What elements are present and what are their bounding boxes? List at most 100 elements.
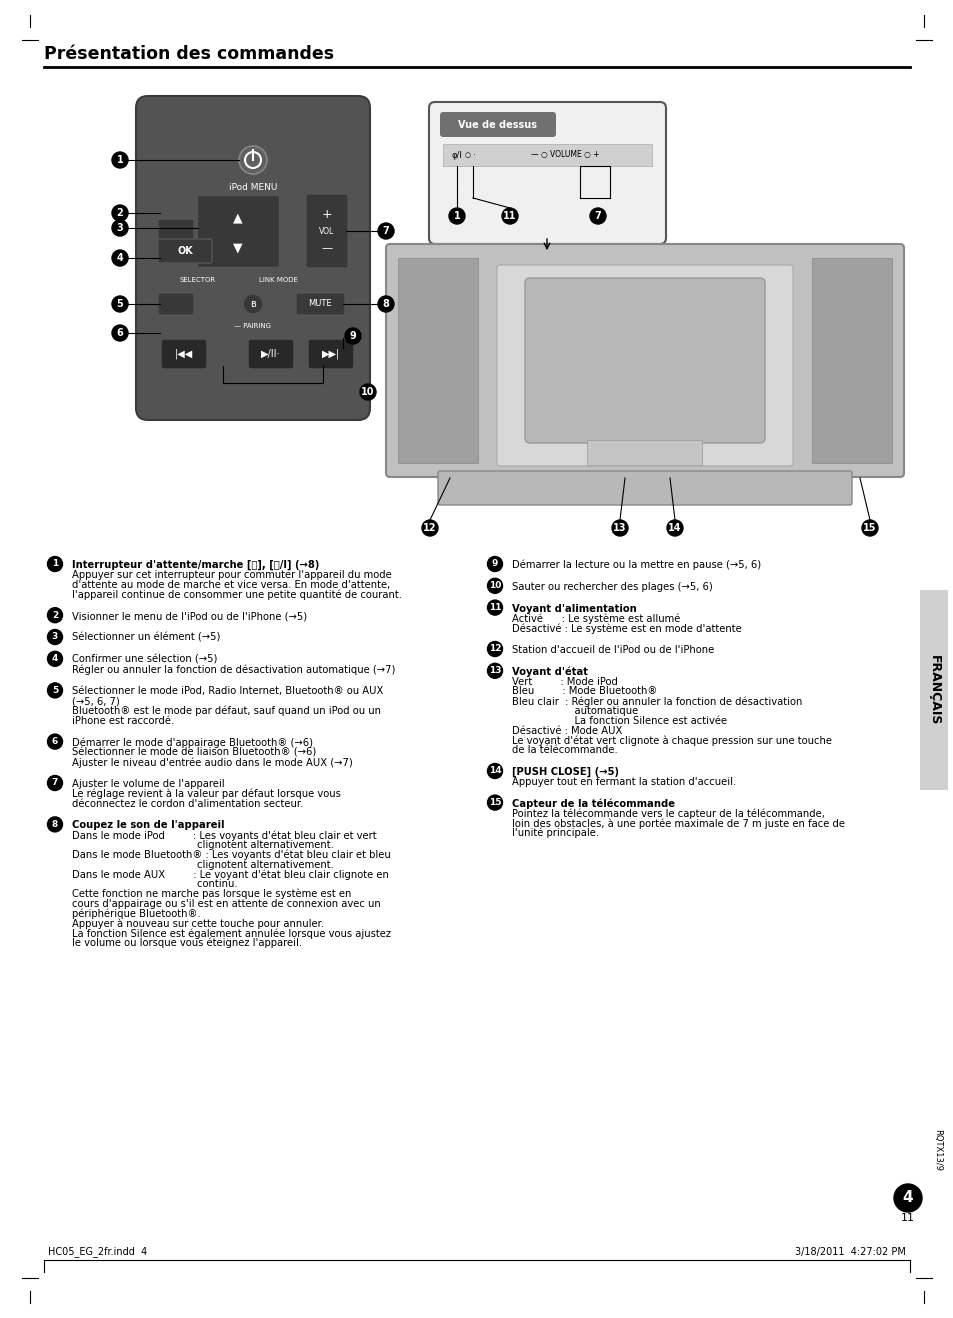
Text: Bleu         : Mode Bluetooth®: Bleu : Mode Bluetooth® [512, 687, 657, 696]
FancyBboxPatch shape [306, 194, 348, 268]
Text: Cette fonction ne marche pas lorsque le système est en: Cette fonction ne marche pas lorsque le … [71, 890, 351, 899]
Text: cours d'appairage ou s'il est en attente de connexion avec un: cours d'appairage ou s'il est en attente… [71, 899, 380, 909]
Text: Confirmer une sélection (→5): Confirmer une sélection (→5) [71, 655, 217, 664]
FancyBboxPatch shape [248, 339, 294, 369]
Text: de la télécommande.: de la télécommande. [512, 745, 618, 755]
Text: Visionner le menu de l'iPod ou de l'iPhone (→5): Visionner le menu de l'iPod ou de l'iPho… [71, 612, 307, 621]
Text: périphérique Bluetooth®.: périphérique Bluetooth®. [71, 908, 200, 919]
Text: Bleu clair  : Régler ou annuler la fonction de désactivation: Bleu clair : Régler ou annuler la foncti… [512, 696, 801, 706]
Text: FRANÇAIS: FRANÇAIS [926, 655, 940, 725]
FancyBboxPatch shape [586, 440, 701, 465]
Text: 10: 10 [488, 581, 500, 590]
Text: 3: 3 [116, 223, 123, 233]
Circle shape [112, 297, 128, 312]
Text: 11: 11 [503, 211, 517, 221]
FancyBboxPatch shape [429, 101, 665, 244]
Text: Sélectionner le mode iPod, Radio Internet, Bluetooth® ou AUX: Sélectionner le mode iPod, Radio Interne… [71, 687, 383, 696]
Text: Station d'accueil de l'iPod ou de l'iPhone: Station d'accueil de l'iPod ou de l'iPho… [512, 645, 714, 655]
Circle shape [112, 250, 128, 266]
Text: l'unité principale.: l'unité principale. [512, 828, 598, 838]
Text: 1: 1 [116, 156, 123, 165]
FancyBboxPatch shape [136, 96, 370, 420]
FancyBboxPatch shape [295, 293, 345, 315]
Text: φ/I: φ/I [451, 150, 462, 159]
Text: 9: 9 [492, 560, 497, 568]
Circle shape [48, 775, 63, 791]
Circle shape [48, 556, 63, 572]
FancyBboxPatch shape [196, 195, 278, 268]
Circle shape [612, 521, 627, 536]
Text: 6: 6 [116, 328, 123, 337]
Text: loin des obstacles, à une portée maximale de 7 m juste en face de: loin des obstacles, à une portée maximal… [512, 818, 844, 829]
Text: Appuyer à nouveau sur cette touche pour annuler.: Appuyer à nouveau sur cette touche pour … [71, 919, 324, 929]
Text: 8: 8 [51, 820, 58, 829]
Text: Capteur de la télécommande: Capteur de la télécommande [512, 799, 675, 809]
Circle shape [862, 521, 877, 536]
Circle shape [421, 521, 437, 536]
Text: clignotent alternativement.: clignotent alternativement. [71, 859, 334, 870]
FancyBboxPatch shape [439, 112, 556, 137]
Text: SELECTOR: SELECTOR [180, 277, 215, 283]
Text: 4: 4 [902, 1190, 912, 1206]
Text: VOL: VOL [319, 227, 335, 236]
Text: 3/18/2011  4:27:02 PM: 3/18/2011 4:27:02 PM [794, 1247, 905, 1257]
Text: Voyant d'alimentation: Voyant d'alimentation [512, 604, 636, 614]
Text: Pointez la télécommande vers le capteur de la télécommande,: Pointez la télécommande vers le capteur … [512, 808, 824, 818]
Text: 3: 3 [51, 633, 58, 642]
Text: 11: 11 [488, 604, 500, 612]
FancyBboxPatch shape [919, 590, 947, 789]
Circle shape [589, 208, 605, 224]
Text: Vue de dessus: Vue de dessus [458, 120, 537, 130]
Text: Désactivé : Mode AUX: Désactivé : Mode AUX [512, 726, 621, 735]
Circle shape [487, 642, 502, 656]
FancyBboxPatch shape [158, 239, 212, 264]
Text: Le réglage revient à la valeur par défaut lorsque vous: Le réglage revient à la valeur par défau… [71, 788, 340, 799]
Circle shape [48, 630, 63, 645]
Circle shape [48, 734, 63, 749]
Text: ʙ: ʙ [250, 299, 255, 308]
Text: 5: 5 [116, 299, 123, 308]
Text: 15: 15 [488, 799, 500, 807]
Text: 7: 7 [51, 779, 58, 787]
Text: clignotent alternativement.: clignotent alternativement. [71, 840, 334, 850]
Text: Ajuster le volume de l'appareil: Ajuster le volume de l'appareil [71, 779, 224, 789]
Text: — PAIRING: — PAIRING [234, 323, 272, 330]
Text: 10: 10 [361, 387, 375, 397]
FancyBboxPatch shape [161, 339, 207, 369]
Text: (→5, 6, 7): (→5, 6, 7) [71, 696, 120, 706]
Text: La fonction Silence est également annulée lorsque vous ajustez: La fonction Silence est également annulé… [71, 928, 391, 938]
Text: iPod MENU: iPod MENU [229, 183, 277, 192]
Circle shape [487, 663, 502, 679]
Text: Vert         : Mode iPod: Vert : Mode iPod [512, 676, 618, 687]
Text: 13: 13 [488, 667, 500, 675]
Text: OK: OK [177, 246, 193, 256]
Circle shape [487, 763, 502, 779]
Circle shape [48, 651, 63, 667]
Circle shape [487, 579, 502, 593]
Text: Activé      : Le système est allumé: Activé : Le système est allumé [512, 613, 679, 623]
Text: le volume ou lorsque vous éteignez l'appareil.: le volume ou lorsque vous éteignez l'app… [71, 938, 302, 949]
Circle shape [48, 683, 63, 699]
Text: Présentation des commandes: Présentation des commandes [44, 45, 334, 63]
Text: d'attente au mode de marche et vice versa. En mode d'attente,: d'attente au mode de marche et vice vers… [71, 580, 390, 589]
FancyBboxPatch shape [158, 219, 193, 243]
Text: 4: 4 [116, 253, 123, 264]
FancyBboxPatch shape [497, 265, 792, 467]
Text: 2: 2 [116, 208, 123, 217]
FancyBboxPatch shape [442, 144, 651, 166]
Text: Appuyer sur cet interrupteur pour commuter l'appareil du mode: Appuyer sur cet interrupteur pour commut… [71, 569, 392, 580]
Text: Dans le mode Bluetooth® : Les voyants d'état bleu clair et bleu: Dans le mode Bluetooth® : Les voyants d'… [71, 850, 391, 861]
Text: 15: 15 [862, 523, 876, 532]
Circle shape [48, 817, 63, 832]
Text: 1: 1 [453, 211, 460, 221]
Text: Démarrer la lecture ou la mettre en pause (→5, 6): Démarrer la lecture ou la mettre en paus… [512, 560, 760, 571]
Text: +: + [321, 207, 332, 220]
FancyBboxPatch shape [158, 293, 193, 315]
Text: ○ ·: ○ · [464, 152, 475, 158]
Circle shape [239, 146, 267, 174]
Circle shape [377, 223, 394, 239]
Circle shape [112, 206, 128, 221]
Text: Sauter ou rechercher des plages (→5, 6): Sauter ou rechercher des plages (→5, 6) [512, 581, 712, 592]
Circle shape [893, 1184, 921, 1213]
Text: MUTE: MUTE [308, 299, 332, 308]
